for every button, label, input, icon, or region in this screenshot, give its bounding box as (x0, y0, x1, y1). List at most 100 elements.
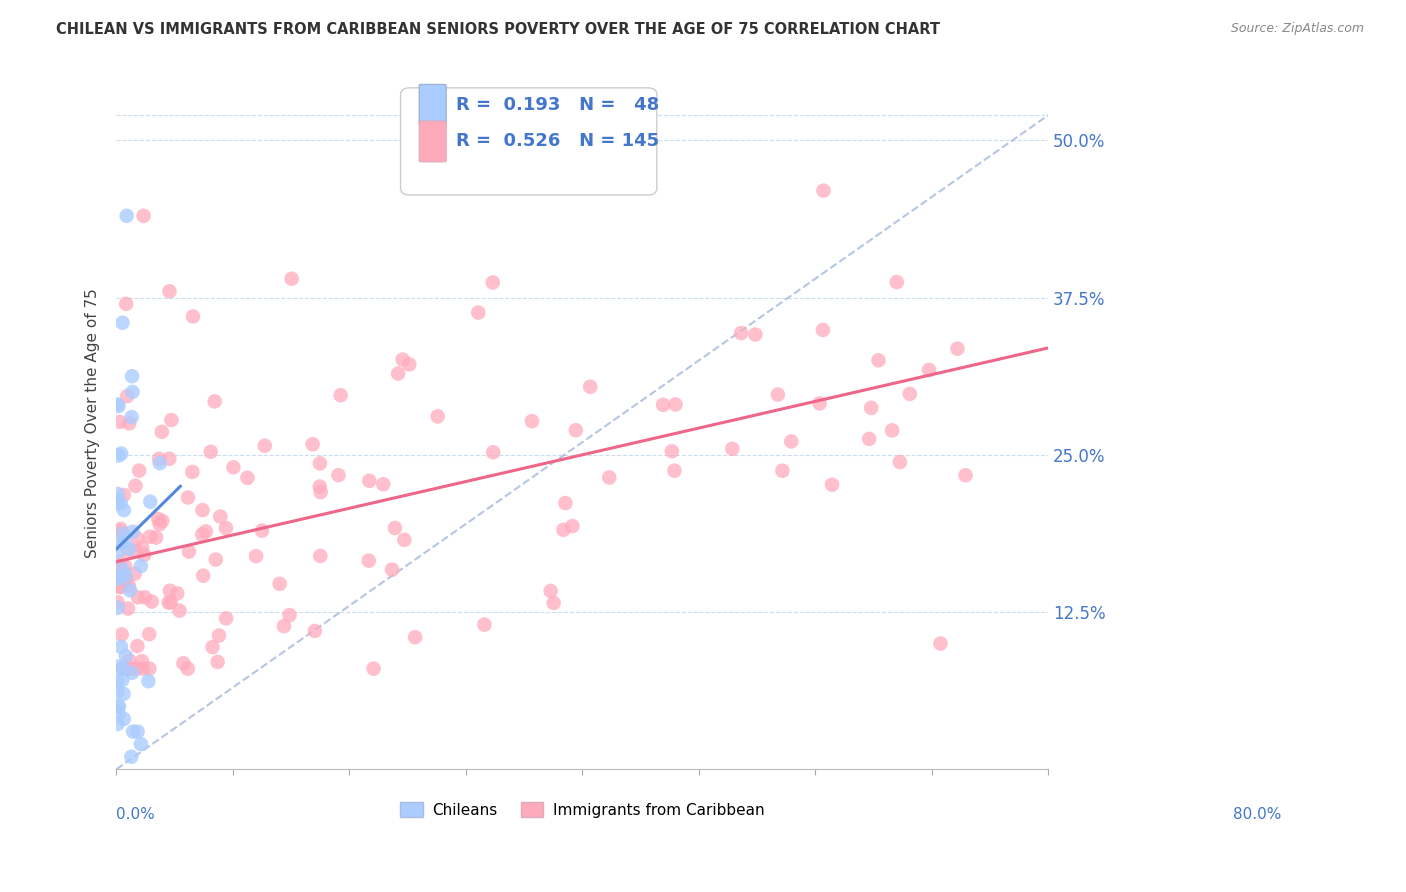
Point (112, 503, 135, 517)
Point (107, 571, 129, 585)
Point (112, 662, 135, 676)
Point (129, 737, 152, 751)
Point (652, 398, 675, 412)
Point (770, 464, 793, 478)
Point (114, 573, 136, 587)
Point (766, 387, 789, 401)
Point (138, 674, 160, 689)
Point (138, 662, 160, 676)
Point (107, 595, 129, 609)
Point (273, 619, 295, 633)
Legend: Chileans, Immigrants from Caribbean: Chileans, Immigrants from Caribbean (394, 796, 770, 824)
Point (128, 464, 150, 478)
FancyBboxPatch shape (401, 87, 657, 195)
Point (110, 447, 132, 461)
Point (730, 326, 752, 340)
Point (929, 636, 952, 650)
Point (207, 655, 229, 669)
Point (110, 497, 132, 511)
Point (661, 444, 683, 458)
Point (664, 464, 686, 478)
Point (540, 583, 562, 598)
Point (121, 524, 143, 539)
Point (115, 209, 138, 223)
Point (108, 555, 131, 569)
Point (858, 432, 880, 446)
Point (108, 572, 131, 586)
Point (124, 479, 146, 493)
Point (304, 624, 326, 638)
Point (172, 657, 194, 671)
Point (132, 662, 155, 676)
Point (107, 487, 129, 501)
Point (108, 580, 131, 594)
Point (149, 456, 172, 470)
Point (107, 558, 129, 572)
Point (139, 530, 162, 544)
Point (114, 649, 136, 664)
Point (117, 662, 139, 676)
Point (404, 630, 426, 644)
Point (107, 706, 129, 721)
Text: 0.0%: 0.0% (117, 807, 155, 822)
Point (918, 363, 941, 377)
Text: CHILEAN VS IMMIGRANTS FROM CARIBBEAN SENIORS POVERTY OVER THE AGE OF 75 CORRELAT: CHILEAN VS IMMIGRANTS FROM CARIBBEAN SEN… (56, 22, 941, 37)
Point (107, 717, 129, 731)
Point (118, 579, 141, 593)
Point (886, 275, 908, 289)
Point (131, 654, 153, 668)
Point (359, 474, 381, 488)
Point (177, 491, 200, 505)
Point (149, 517, 172, 532)
Point (215, 611, 238, 625)
Point (481, 276, 503, 290)
Point (328, 468, 350, 483)
Point (111, 662, 134, 676)
Point (898, 387, 921, 401)
Point (117, 662, 139, 676)
Point (132, 209, 155, 223)
Point (208, 629, 231, 643)
Point (120, 662, 142, 676)
Point (121, 369, 143, 384)
Point (121, 410, 143, 425)
Point (118, 653, 141, 667)
Point (245, 549, 267, 564)
Point (426, 409, 449, 424)
Point (309, 485, 332, 500)
Point (565, 423, 588, 437)
Point (955, 468, 977, 483)
Point (111, 316, 134, 330)
Point (112, 488, 135, 502)
Point (115, 297, 138, 311)
Point (193, 568, 215, 582)
Point (110, 580, 132, 594)
Point (127, 532, 149, 546)
Point (115, 389, 138, 403)
Point (381, 563, 404, 577)
Point (215, 521, 238, 535)
Point (110, 640, 132, 654)
Point (309, 549, 332, 563)
Point (150, 514, 173, 528)
Point (309, 456, 332, 470)
Point (157, 451, 180, 466)
Point (166, 586, 188, 600)
Point (664, 397, 686, 411)
Point (191, 527, 214, 541)
Point (191, 503, 214, 517)
Point (108, 699, 131, 714)
Point (114, 559, 136, 574)
Point (134, 548, 156, 562)
Point (744, 327, 766, 342)
Point (860, 401, 883, 415)
Point (117, 543, 139, 558)
Point (222, 460, 245, 475)
Point (148, 512, 170, 526)
Point (112, 535, 135, 549)
Point (278, 608, 301, 623)
Point (121, 384, 143, 399)
Text: Source: ZipAtlas.com: Source: ZipAtlas.com (1230, 22, 1364, 36)
Point (387, 367, 409, 381)
Point (131, 541, 153, 555)
